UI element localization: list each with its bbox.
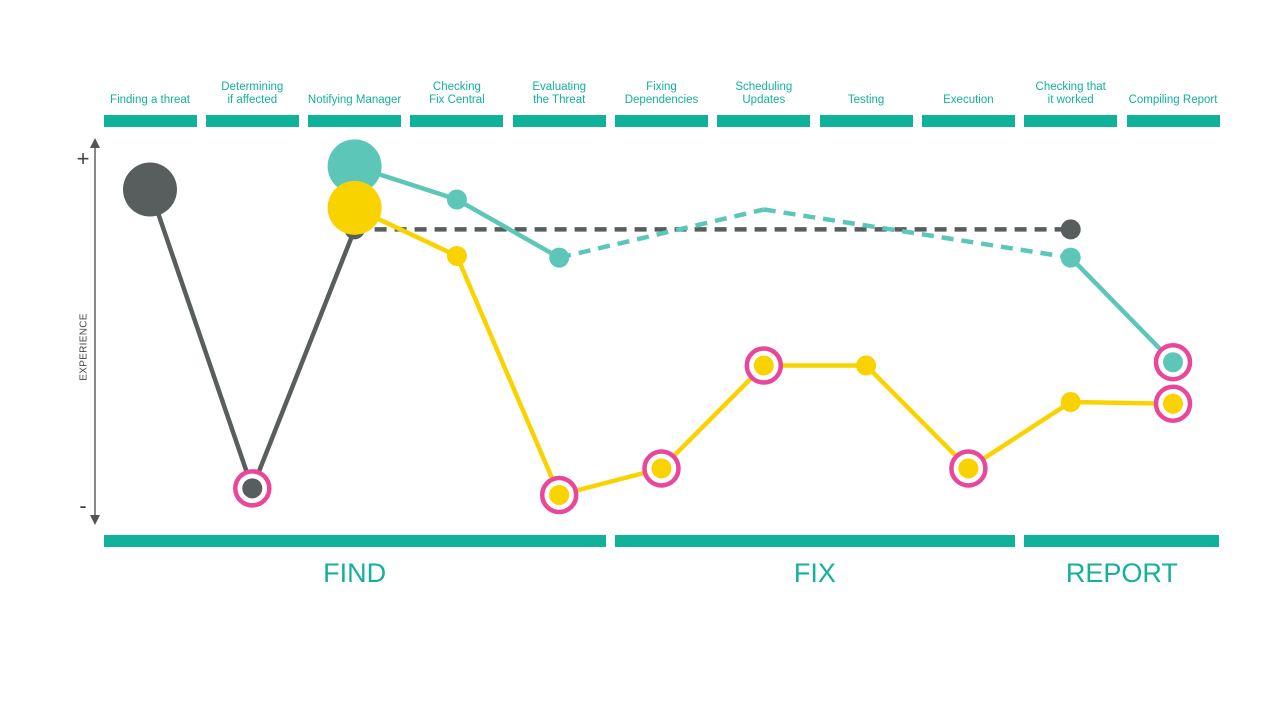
stage-label: Determining if affected bbox=[221, 81, 284, 106]
stage-bar bbox=[615, 115, 708, 127]
stage-bar bbox=[921, 115, 1015, 127]
stage-bar bbox=[410, 115, 504, 127]
phase-label-fix: FIX bbox=[793, 558, 836, 588]
stage-bar bbox=[512, 115, 606, 127]
stage-label: Checking that it worked bbox=[1035, 81, 1106, 106]
dark-series-point bbox=[123, 162, 177, 217]
yellow-series-point bbox=[446, 245, 467, 266]
y-axis-plus-label: + bbox=[76, 146, 90, 171]
yellow-series-point bbox=[1163, 393, 1183, 414]
teal-series-point bbox=[549, 247, 570, 268]
phase-label-find: FIND bbox=[323, 558, 387, 588]
yellow-series-segment bbox=[864, 363, 970, 471]
teal-series-segment bbox=[763, 207, 1072, 260]
stage-bar bbox=[308, 115, 402, 127]
yellow-series-segment bbox=[659, 363, 766, 471]
teal-series-segment bbox=[1069, 256, 1175, 364]
yellow-series-point bbox=[651, 458, 672, 479]
stage-bar bbox=[1126, 115, 1220, 127]
stage-bar bbox=[819, 115, 913, 127]
dark-series-segment bbox=[250, 228, 357, 490]
phase-label-report: REPORT bbox=[1065, 558, 1178, 588]
dark-series-point bbox=[1060, 219, 1081, 240]
stage-bar bbox=[205, 115, 299, 127]
teal-series-segment bbox=[455, 197, 561, 260]
teal-series-segment bbox=[558, 207, 765, 260]
yellow-series-point bbox=[1060, 392, 1081, 413]
stage-label: Checking Fix Central bbox=[429, 81, 485, 106]
yellow-series-point bbox=[549, 485, 570, 505]
yellow-series-segment bbox=[454, 255, 562, 496]
stage-label: Execution bbox=[943, 94, 994, 106]
phase-bar-fix bbox=[615, 535, 1015, 547]
y-axis-label: EXPERIENCE bbox=[78, 313, 90, 381]
stage-label: Compiling Report bbox=[1128, 94, 1218, 106]
yellow-series-point bbox=[958, 458, 979, 479]
teal-series-point bbox=[327, 139, 382, 194]
y-axis-arrow-up bbox=[90, 138, 100, 148]
teal-series-point bbox=[1060, 247, 1081, 268]
stage-label: Evaluating the Threat bbox=[532, 81, 587, 106]
teal-series-point bbox=[1163, 352, 1183, 373]
stage-label: Testing bbox=[847, 94, 885, 106]
stage-bar bbox=[1024, 115, 1118, 127]
stage-label: Fixing Dependencies bbox=[624, 81, 699, 106]
dark-series-segment bbox=[147, 188, 255, 490]
teal-series-point bbox=[446, 189, 467, 210]
y-axis-arrow-down bbox=[90, 515, 100, 525]
yellow-series-point bbox=[327, 180, 382, 235]
stage-label: Notifying Manager bbox=[307, 94, 402, 106]
phase-bar-find bbox=[103, 535, 606, 547]
phase-bar-report bbox=[1024, 535, 1220, 547]
dark-series-point bbox=[242, 478, 263, 499]
yellow-series-point bbox=[753, 355, 774, 376]
yellow-series-point bbox=[856, 355, 877, 376]
stage-bar bbox=[717, 115, 811, 127]
y-axis-minus-label: - bbox=[79, 493, 87, 518]
yellow-series-segment bbox=[967, 400, 1072, 471]
stage-bar bbox=[103, 115, 197, 127]
stage-label: Scheduling Updates bbox=[735, 81, 793, 106]
stage-label: Finding a threat bbox=[110, 94, 190, 106]
